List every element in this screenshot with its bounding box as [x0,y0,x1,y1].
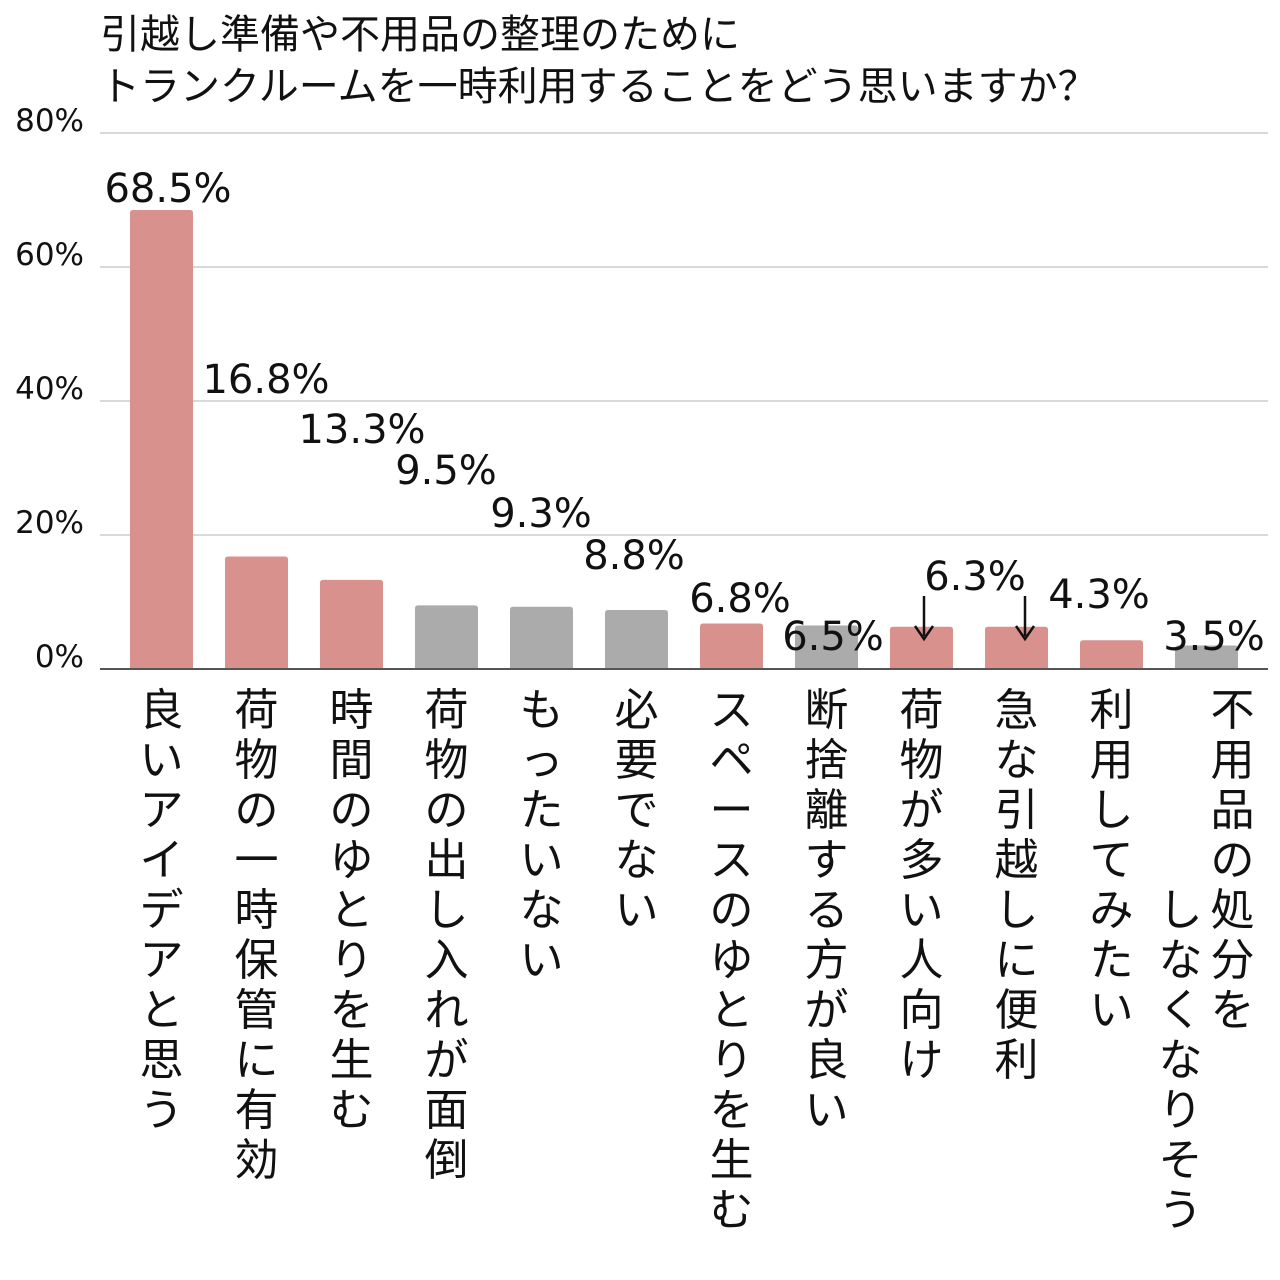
category-label: スペースのゆとりを生む [710,685,754,1236]
pointer-arrowhead [913,625,935,642]
category-label: しなくなりそう [1159,885,1203,1236]
bar [320,579,383,669]
y-tick-label: 80% [15,103,84,139]
y-axis-ticks: 0% 20% 40% 60% 80% [15,103,84,675]
value-label: 9.3% [490,491,592,537]
value-label: 68.5% [104,166,231,212]
value-labels: 68.5% 16.8%13.3%9.5%9.3%8.8%6.8%6.5% 6.3% 4… [104,166,1264,660]
bar [890,626,953,669]
value-label: 6.8% [689,576,791,622]
bar [225,556,288,669]
bar [415,605,478,669]
chart-title: 引越し準備や不用品の整理のために トランクルームを一時利用することをどう思います… [100,12,1098,110]
category-label: 利用してみたい [1090,685,1134,1036]
bar [1175,645,1238,669]
category-label: 時間のゆとりを生む [330,685,374,1136]
category-label: 必要でない [615,685,659,936]
category-label: 荷物の出し入れが面倒 [425,685,469,1186]
value-label: 3.5% [1163,614,1265,660]
y-tick-label: 0% [35,639,84,675]
category-label: 不用品の処分を [1211,685,1255,1036]
chart-title-line-2: トランクルームを一時利用することをどう思いますか？ [100,64,1098,110]
bar [510,606,573,669]
y-tick-label: 40% [15,371,84,407]
category-label: 良いアイデアと思う [140,685,184,1136]
y-tick-label: 60% [15,237,84,273]
category-label: 荷物の一時保管に有効 [235,685,279,1186]
category-label: もったいない [520,685,564,986]
category-label: 急な引越しに便利 [995,685,1039,1086]
bar [700,623,763,669]
value-label: 6.3% [924,554,1026,600]
value-label: 6.5% [782,614,884,660]
value-label: 13.3% [298,407,425,453]
bar [1080,640,1143,669]
value-label: 4.3% [1048,572,1150,618]
bar [605,610,668,669]
value-label: 9.5% [395,448,497,494]
bar [795,625,858,669]
bar [985,626,1048,669]
gridlines [100,132,1268,536]
value-label: 8.8% [583,533,685,579]
category-label: 断捨離する方が良い [805,685,849,1136]
value-label: 16.8% [202,357,329,403]
pointer-arrowhead [1014,625,1036,642]
y-tick-label: 20% [15,505,84,541]
bars [130,210,1238,670]
category-label: 荷物が多い人向け [900,685,944,1086]
category-labels: 良いアイデアと思う 荷物の一時保管に有効 時間のゆとりを生む 荷物の出し入れが面倒 もっ… [140,685,1255,1236]
shared-label-arrows [913,596,1036,642]
bar [130,210,193,670]
chart-title-line-1: 引越し準備や不用品の整理のために [100,12,740,58]
